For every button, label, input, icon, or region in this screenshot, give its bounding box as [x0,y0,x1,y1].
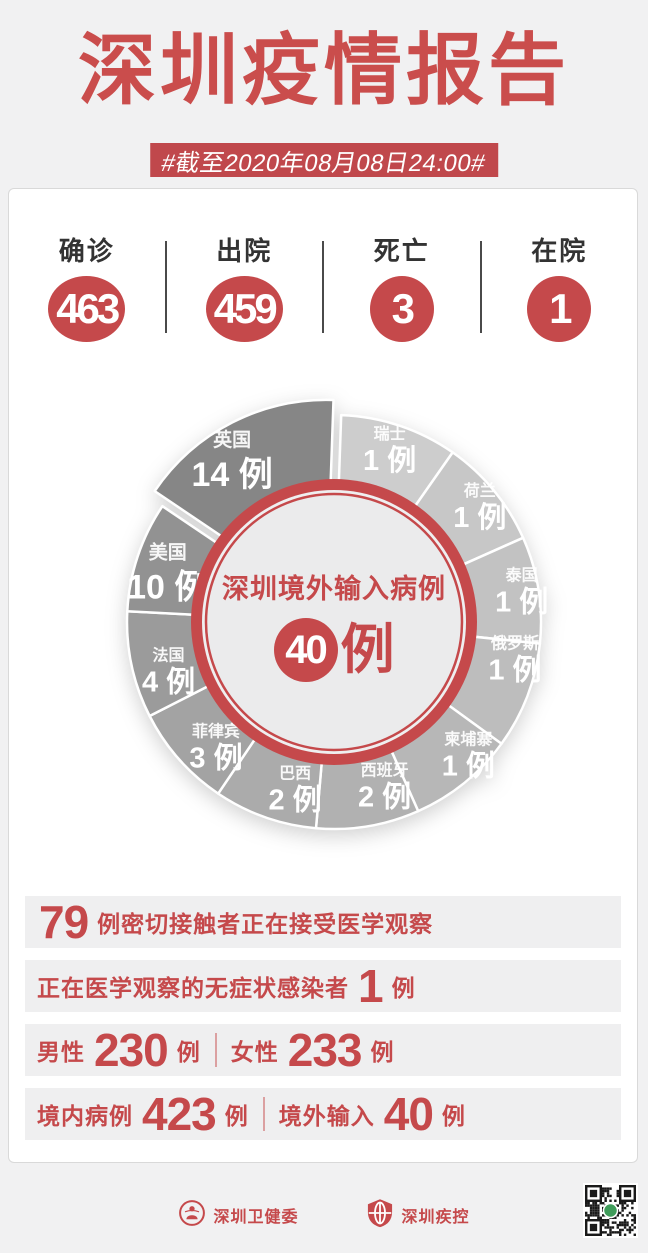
stat-label: 在院 [531,236,588,266]
svg-text:泰国: 泰国 [505,565,538,584]
org-name: 深圳疾控 [401,1209,470,1226]
stat-value-badge: 459 [205,276,283,342]
origin-row: 境内病例 423 例 境外输入 40 例 [25,1088,621,1140]
svg-text:俄罗斯: 俄罗斯 [490,633,539,652]
stats-row: 确诊 463 出院 459 死亡 3 在院 1 [9,231,637,342]
svg-text:1 例: 1 例 [453,500,506,534]
shield-icon [365,1198,395,1233]
svg-text:2 例: 2 例 [268,783,321,817]
pie-center-title: 深圳境外输入病例 [222,574,446,604]
female-count: 233 [287,1024,363,1076]
pie-center-value-row: 40 例 [174,618,494,682]
svg-text:菲律宾: 菲律宾 [192,722,240,741]
female-label: 女性 [230,1039,279,1065]
summary-card: 确诊 463 出院 459 死亡 3 在院 1 瑞士 1 例荷兰 1 例泰国 1 例俄… [8,188,638,1163]
domestic-count: 423 [142,1088,217,1140]
row-divider [214,1033,217,1067]
stats-divider [322,241,324,333]
pie-center-label: 深圳境外输入病例 40 例 [174,567,494,682]
male-label: 男性 [37,1039,85,1065]
svg-text:14 例: 14 例 [191,456,272,494]
domestic-label: 境内病例 [37,1103,133,1129]
svg-text:1 例: 1 例 [495,584,548,618]
qr-code [583,1183,638,1238]
asymptomatic-unit: 例 [391,975,416,1001]
svg-text:法国: 法国 [153,646,185,665]
stat-label: 确诊 [58,236,115,266]
svg-text:西班牙: 西班牙 [361,760,409,779]
svg-text:2 例: 2 例 [358,779,411,813]
stat-label: 死亡 [373,236,430,266]
close-contacts-count: 79 [39,896,89,948]
date-banner: #截至2020年08月08日24:00# [150,143,498,177]
stats-divider [479,241,482,333]
detail-rows: 79 例密切接触者正在接受医学观察 正在医学观察的无症状感染者 1 例 男性 2… [25,896,621,1140]
page-title: 深圳疫情报告 [77,26,570,114]
stat-discharged: 出院 459 [167,231,323,342]
svg-text:1 例: 1 例 [363,443,416,477]
org-shenzhen-health-commission: 深圳卫健委 [178,1199,298,1232]
male-unit: 例 [176,1039,201,1065]
pie-center-value-badge: 40 [273,618,338,682]
female-unit: 例 [370,1039,395,1065]
svg-text:荷兰: 荷兰 [464,481,496,500]
stat-deaths: 死亡 3 [324,231,480,342]
svg-text:英国: 英国 [213,428,251,451]
stat-value-badge: 1 [527,276,592,342]
svg-text:1 例: 1 例 [488,652,541,686]
imported-count: 40 [383,1088,434,1140]
svg-text:4 例: 4 例 [142,665,195,699]
asymptomatic-text: 正在医学观察的无症状感染者 [37,975,349,1001]
close-contacts-row: 79 例密切接触者正在接受医学观察 [25,896,621,948]
stat-label: 出院 [216,236,273,266]
svg-text:美国: 美国 [149,540,187,563]
svg-text:柬埔寨: 柬埔寨 [444,729,492,748]
male-count: 230 [94,1024,169,1076]
date-banner-text: #截至2020年08月08日24:00# [159,149,488,177]
gender-row: 男性 230 例 女性 233 例 [25,1024,621,1076]
svg-text:巴西: 巴西 [279,765,311,783]
svg-text:瑞士: 瑞士 [374,424,406,443]
stat-value-badge: 463 [48,276,126,342]
domestic-unit: 例 [224,1103,249,1129]
org-shenzhen-cdc: 深圳疾控 [365,1198,470,1233]
pie-center-unit: 例 [340,620,395,680]
asymptomatic-row: 正在医学观察的无症状感染者 1 例 [25,960,621,1012]
svg-text:3 例: 3 例 [189,741,242,775]
stat-hospitalized: 在院 1 [482,231,638,342]
stat-value-badge: 3 [369,276,434,342]
asymptomatic-count: 1 [358,960,384,1012]
imported-unit: 例 [441,1103,466,1129]
row-divider [262,1097,265,1131]
org-name: 深圳卫健委 [213,1209,299,1226]
stats-divider [164,241,167,333]
svg-text:1 例: 1 例 [442,748,495,782]
footer: 深圳卫健委 深圳疾控 [0,1186,648,1244]
close-contacts-text: 例密切接触者正在接受医学观察 [97,911,434,937]
imported-label: 境外输入 [278,1103,375,1129]
seal-icon [178,1199,206,1232]
stat-confirmed: 确诊 463 [9,231,165,342]
